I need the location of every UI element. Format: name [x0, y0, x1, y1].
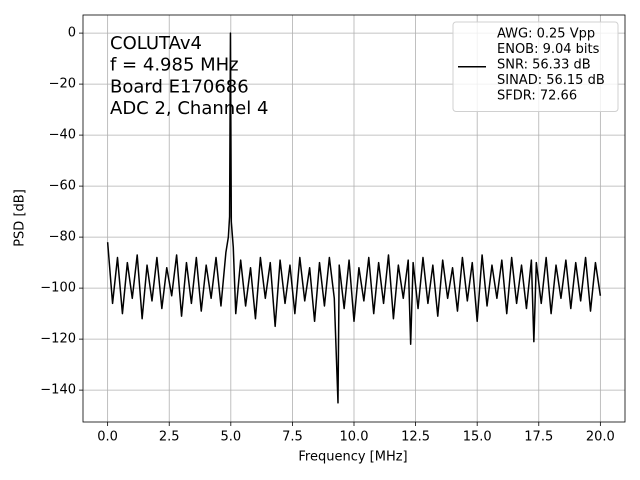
legend-label: SFDR: 72.66 [497, 89, 577, 104]
annotation: ADC 2, Channel 4 [110, 98, 268, 119]
x-tick-label: 0.0 [97, 430, 118, 445]
x-tick-label: 17.5 [524, 430, 553, 445]
x-tick-label: 12.5 [401, 430, 430, 445]
x-tick-label: 2.5 [159, 430, 180, 445]
y-tick-label: −120 [40, 332, 76, 347]
y-tick-label: −40 [49, 128, 76, 143]
y-tick-label: −20 [49, 77, 76, 92]
legend-label: ENOB: 9.04 bits [497, 42, 600, 57]
y-axis-label: PSD [dB] [13, 189, 28, 247]
annotation: f = 4.985 MHz [110, 55, 239, 76]
annotation: Board E170686 [110, 76, 249, 97]
x-axis-label: Frequency [MHz] [298, 450, 407, 465]
x-tick-label: 7.5 [282, 430, 303, 445]
annotation: COLUTAv4 [110, 33, 202, 54]
x-tick-label: 15.0 [463, 430, 492, 445]
y-tick-label: −140 [40, 383, 76, 398]
axes-frame [82, 14, 626, 423]
x-tick-label: 5.0 [220, 430, 241, 445]
data-line [106, 32, 602, 404]
y-tick-label: −80 [49, 230, 76, 245]
y-tick-label: −100 [40, 281, 76, 296]
y-tick-label: −60 [49, 179, 76, 194]
legend-label: AWG: 0.25 Vpp [497, 27, 595, 42]
legend-label: SINAD: 56.15 dB [497, 73, 605, 88]
legend-box [452, 21, 619, 112]
y-tick-label: 0 [68, 26, 76, 41]
legend-label: SNR: 56.33 dB [497, 58, 591, 73]
x-tick-label: 20.0 [586, 430, 615, 445]
x-tick-label: 10.0 [340, 430, 369, 445]
